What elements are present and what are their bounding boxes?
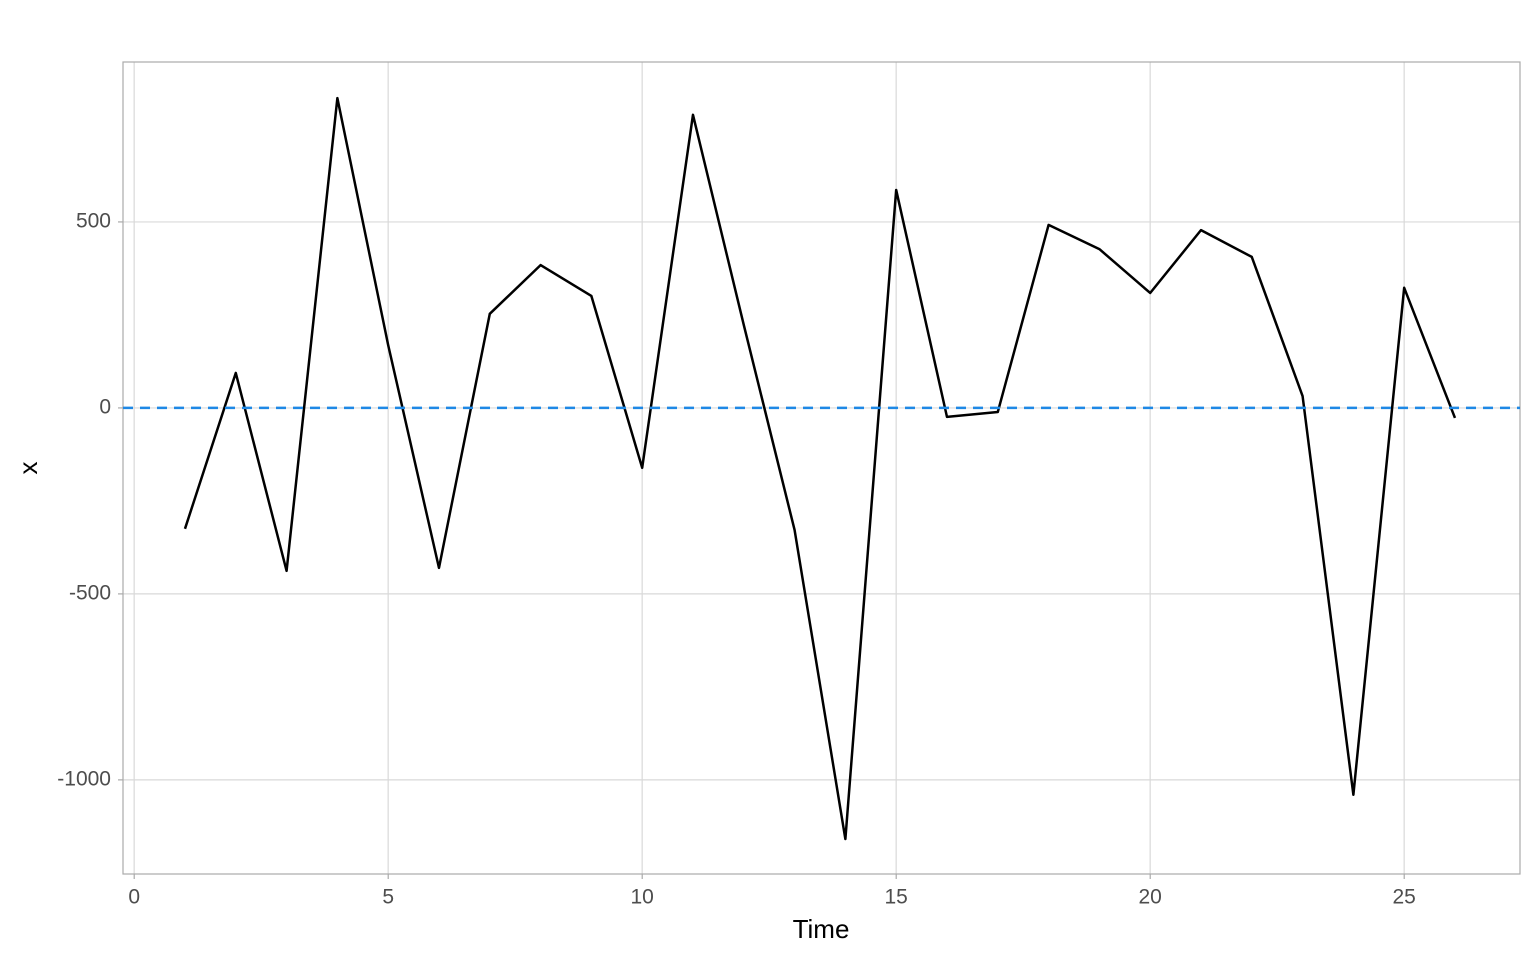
- y-axis-title: x: [13, 462, 43, 475]
- panel-border: [122, 61, 1521, 875]
- series-line: [183, 96, 1457, 841]
- y-tick-label: 0: [99, 395, 111, 418]
- y-tick-label: -1000: [57, 767, 111, 790]
- x-axis-title: Time: [793, 914, 850, 944]
- y-tick-label: 500: [76, 209, 111, 232]
- x-tick-label: 0: [128, 886, 140, 909]
- x-tick-label: 5: [382, 886, 394, 909]
- x-tick-label: 15: [884, 886, 907, 909]
- x-tick-label: 25: [1392, 886, 1415, 909]
- x-tick-label: 10: [630, 886, 653, 909]
- y-tick-label: -500: [69, 581, 111, 604]
- x-tick-label: 20: [1138, 886, 1161, 909]
